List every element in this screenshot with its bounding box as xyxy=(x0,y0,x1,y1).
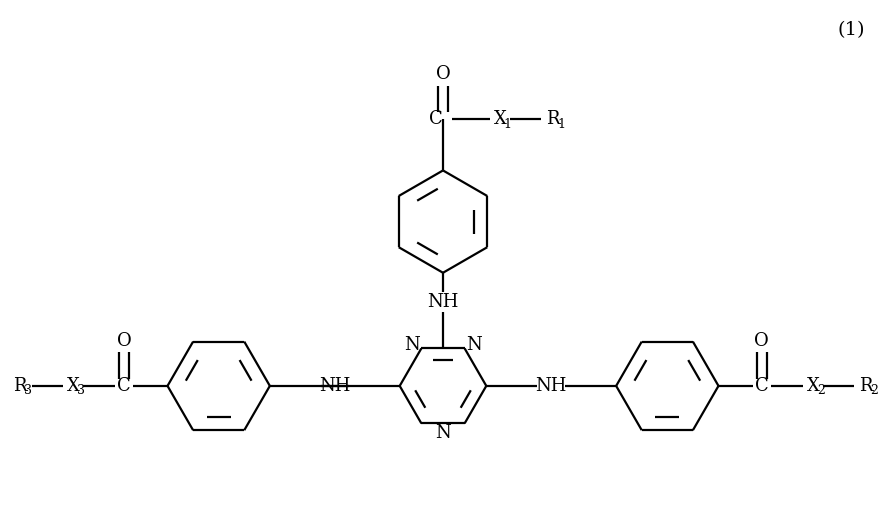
Text: N: N xyxy=(435,424,451,442)
Text: 1: 1 xyxy=(504,118,512,131)
Text: 1: 1 xyxy=(557,118,565,131)
Text: O: O xyxy=(754,332,769,350)
Text: R: R xyxy=(547,110,560,128)
Text: NH: NH xyxy=(319,377,351,395)
Text: O: O xyxy=(436,65,450,83)
Text: NH: NH xyxy=(535,377,567,395)
Text: X: X xyxy=(66,377,80,395)
Text: R: R xyxy=(859,377,873,395)
Text: X: X xyxy=(806,377,820,395)
Text: N: N xyxy=(404,336,419,354)
Text: NH: NH xyxy=(427,293,459,311)
Text: 2: 2 xyxy=(817,384,825,397)
Text: (1): (1) xyxy=(837,21,865,39)
Text: R: R xyxy=(13,377,27,395)
Text: C: C xyxy=(429,110,443,128)
Text: 3: 3 xyxy=(24,384,32,397)
Text: 2: 2 xyxy=(870,384,878,397)
Text: C: C xyxy=(117,377,131,395)
Text: C: C xyxy=(755,377,769,395)
Text: X: X xyxy=(494,110,507,128)
Text: N: N xyxy=(467,336,482,354)
Text: 3: 3 xyxy=(77,384,85,397)
Text: O: O xyxy=(117,332,132,350)
